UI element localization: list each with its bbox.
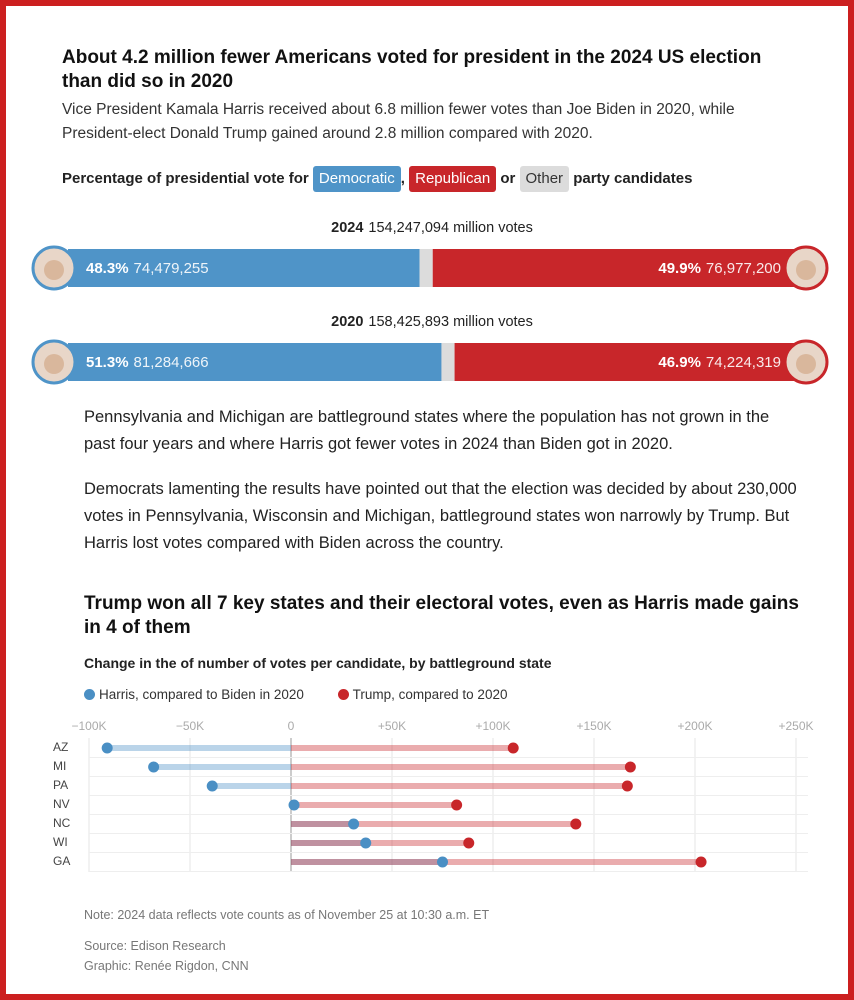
year: 2024 xyxy=(331,220,363,236)
y-tick-label: NC xyxy=(53,816,71,830)
headline: About 4.2 million fewer Americans voted … xyxy=(62,47,762,92)
x-tick-label: +250K xyxy=(778,719,813,733)
paragraph: Pennsylvania and Michigan are battlegrou… xyxy=(84,408,770,453)
dot xyxy=(437,856,448,868)
x-tick-label: 0 xyxy=(288,719,295,733)
bar-segment xyxy=(68,343,442,381)
year: 2020 xyxy=(331,314,363,330)
value-label: 46.9% xyxy=(658,354,701,371)
x-tick-label: −50K xyxy=(176,719,204,733)
x-tick-label: −100K xyxy=(71,719,106,733)
dot xyxy=(570,818,582,830)
bar-segment xyxy=(419,249,433,287)
dot xyxy=(624,761,636,773)
dot xyxy=(451,799,463,811)
legend-separator: , xyxy=(400,170,405,187)
x-tick-label: +200K xyxy=(677,719,712,733)
value-label: 51.3% xyxy=(86,354,129,371)
bar-segment xyxy=(432,249,796,287)
chart-title: Trump won all 7 key states and their ele… xyxy=(84,593,799,638)
legend-title: Percentage of presidential vote for xyxy=(62,170,309,187)
dot xyxy=(507,742,519,754)
x-tick-label: +100K xyxy=(475,719,510,733)
y-tick-label: NV xyxy=(53,797,70,811)
total-votes: 158,425,893 million votes xyxy=(368,314,532,330)
legend-label: Trump, compared to 2020 xyxy=(352,687,508,702)
y-tick-label: PA xyxy=(53,778,68,792)
chart-subtitle: Change in the of number of votes per can… xyxy=(84,655,552,671)
dot xyxy=(621,780,633,792)
legend-entry: Republican xyxy=(409,166,497,192)
dot xyxy=(360,837,372,849)
dot xyxy=(288,799,300,811)
value-label: 48.3% xyxy=(86,260,129,277)
legend: Percentage of presidential vote for Demo… xyxy=(62,166,692,192)
legend-label: Harris, compared to Biden in 2020 xyxy=(99,687,304,702)
subheadline: Vice President Kamala Harris received ab… xyxy=(62,101,735,142)
y-tick-label: MI xyxy=(53,759,66,773)
dot xyxy=(206,780,218,792)
y-tick-label: WI xyxy=(53,835,68,849)
credit: Graphic: Renée Rigdon, CNN xyxy=(84,959,249,973)
dot xyxy=(348,818,360,830)
legend-separator: or xyxy=(500,170,516,187)
portrait-face xyxy=(796,354,816,374)
legend-separator: party candidates xyxy=(573,170,693,187)
source: Source: Edison Research xyxy=(84,939,226,953)
portrait-face xyxy=(44,260,64,280)
legend: Harris, compared to Biden in 2020 Trump,… xyxy=(84,687,507,702)
legend-swatch xyxy=(337,689,349,700)
legend-swatch xyxy=(84,689,95,700)
paragraph: Democrats lamenting the results have poi… xyxy=(84,480,797,552)
vote-label: 76,977,200 xyxy=(706,260,781,277)
legend-entry: Other xyxy=(519,166,570,192)
total-votes: 154,247,094 million votes xyxy=(368,220,532,236)
dot xyxy=(695,856,707,868)
dot xyxy=(101,742,113,754)
dot xyxy=(463,837,475,849)
vote-share-chart: 2024 154,247,094 million votes 48.3% 74,479… xyxy=(31,220,829,385)
portrait-face xyxy=(796,260,816,280)
bar-header: 2024 154,247,094 million votes xyxy=(331,220,533,236)
bar-header: 2020 158,425,893 million votes xyxy=(331,314,533,330)
bar-segment xyxy=(441,343,455,381)
y-tick-label: AZ xyxy=(53,740,68,754)
dot xyxy=(148,761,160,773)
value-label: 49.9% xyxy=(658,260,701,277)
note: Note: 2024 data reflects vote counts as … xyxy=(84,908,490,922)
vote-label: 81,284,666 xyxy=(134,354,209,371)
x-tick-label: +150K xyxy=(576,719,611,733)
y-tick-label: GA xyxy=(53,854,70,868)
x-tick-label: +50K xyxy=(378,719,406,733)
bar-segment xyxy=(454,343,796,381)
vote-label: 74,479,255 xyxy=(134,260,209,277)
vote-label: 74,224,319 xyxy=(706,354,781,371)
portrait-face xyxy=(44,354,64,374)
bar-segment xyxy=(68,249,420,287)
legend-entry: Democratic xyxy=(312,166,401,192)
body-text: Pennsylvania and Michigan are battlegrou… xyxy=(84,404,804,575)
dot-chart: −100K −50K 0 +50K +100K +150K +200K +250K AZ MI PA… xyxy=(53,719,814,872)
